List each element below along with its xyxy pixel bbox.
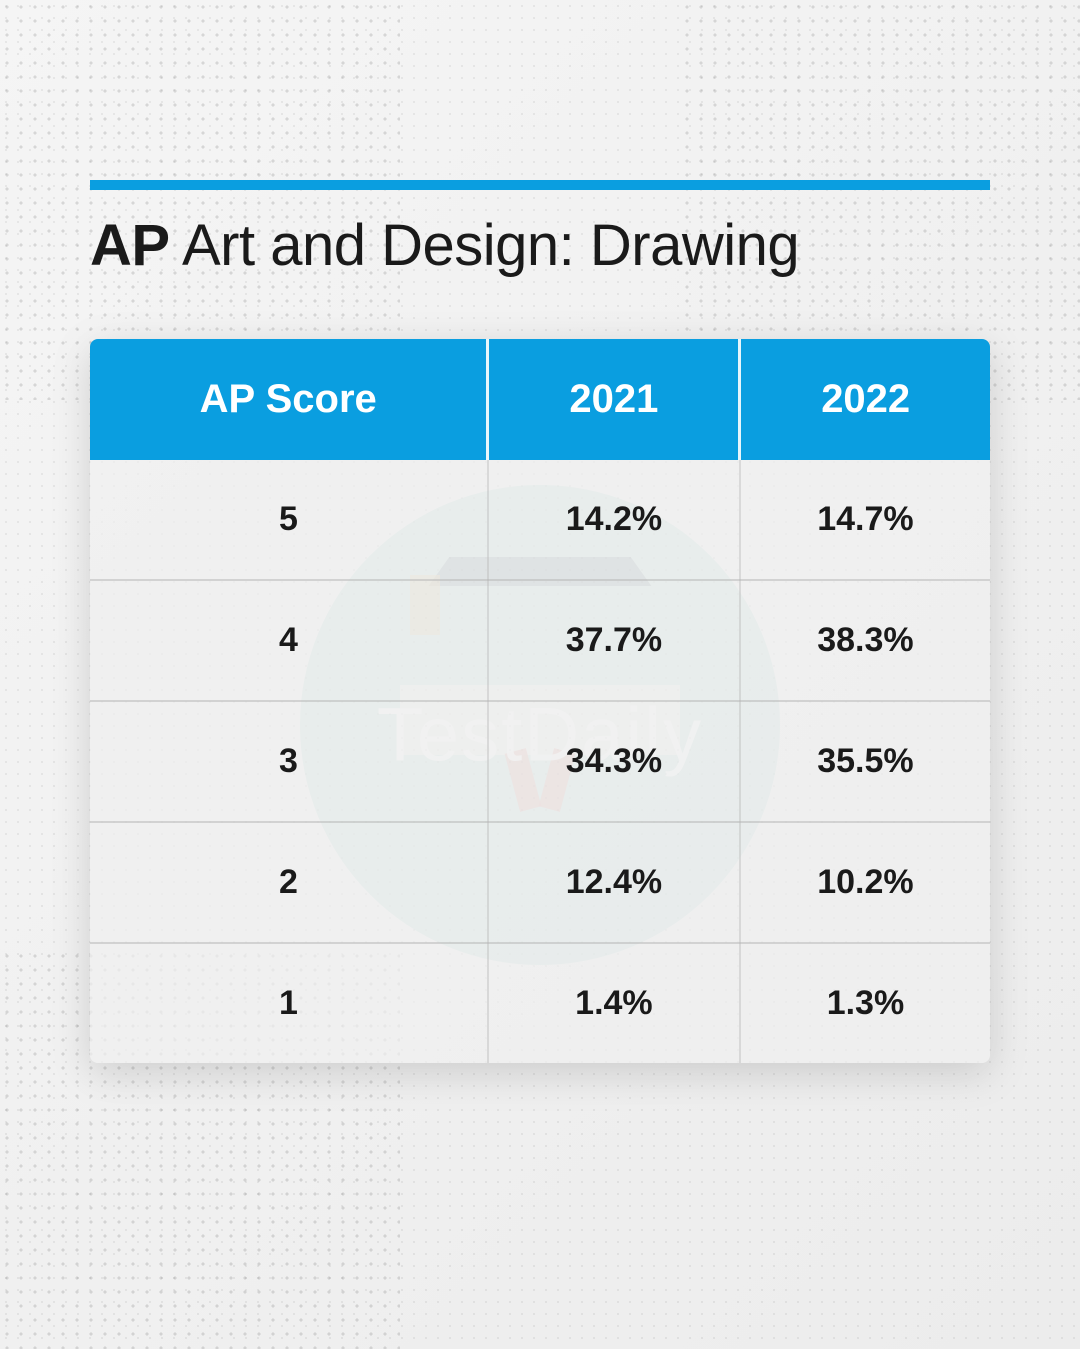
cell-2022: 10.2% bbox=[740, 822, 990, 943]
cell-score: 1 bbox=[90, 943, 488, 1063]
col-header-2022: 2022 bbox=[740, 339, 990, 460]
cell-2022: 1.3% bbox=[740, 943, 990, 1063]
cell-score: 3 bbox=[90, 701, 488, 822]
title-regular: Art and Design: Drawing bbox=[170, 213, 800, 278]
table-body: 5 14.2% 14.7% 4 37.7% 38.3% 3 34.3% 35.5… bbox=[90, 460, 990, 1063]
col-header-score: AP Score bbox=[90, 339, 488, 460]
title-accent-bar bbox=[90, 180, 990, 190]
cell-score: 4 bbox=[90, 580, 488, 701]
cell-2022: 35.5% bbox=[740, 701, 990, 822]
table-row: 4 37.7% 38.3% bbox=[90, 580, 990, 701]
cell-score: 2 bbox=[90, 822, 488, 943]
title-bold: AP bbox=[90, 213, 170, 278]
page-title: AP Art and Design: Drawing bbox=[90, 212, 990, 279]
cell-score: 5 bbox=[90, 460, 488, 580]
cell-2022: 14.7% bbox=[740, 460, 990, 580]
col-header-2021: 2021 bbox=[488, 339, 740, 460]
cell-2021: 14.2% bbox=[488, 460, 740, 580]
cell-2021: 1.4% bbox=[488, 943, 740, 1063]
table-row: 2 12.4% 10.2% bbox=[90, 822, 990, 943]
cell-2021: 37.7% bbox=[488, 580, 740, 701]
table-row: 3 34.3% 35.5% bbox=[90, 701, 990, 822]
cell-2021: 34.3% bbox=[488, 701, 740, 822]
table-row: 1 1.4% 1.3% bbox=[90, 943, 990, 1063]
table-wrapper: TestDaily AP Score 2021 2022 5 14.2% 14.… bbox=[90, 339, 990, 1063]
cell-2022: 38.3% bbox=[740, 580, 990, 701]
main-container: AP Art and Design: Drawing TestDaily AP … bbox=[0, 0, 1080, 1063]
table-header-row: AP Score 2021 2022 bbox=[90, 339, 990, 460]
table-row: 5 14.2% 14.7% bbox=[90, 460, 990, 580]
score-table: AP Score 2021 2022 5 14.2% 14.7% 4 37.7%… bbox=[90, 339, 990, 1063]
cell-2021: 12.4% bbox=[488, 822, 740, 943]
